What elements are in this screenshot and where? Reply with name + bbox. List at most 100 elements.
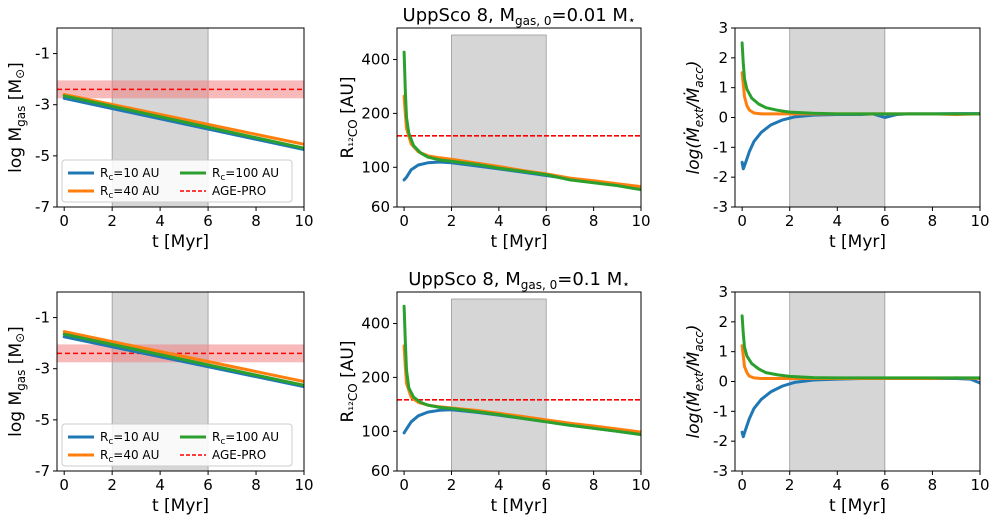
x-tick-label: 6 [880,212,890,230]
x-tick-label: 10 [294,476,313,494]
legend-label: Rc=100 AU [212,166,279,183]
shaded-age-window [789,28,886,207]
y-tick-label: 60 [371,462,390,480]
y-tick-label: -1 [713,138,728,156]
x-tick-label: 0 [399,476,409,494]
panel-bottom-left: 0 2 4 6 8 10 -1 -3 -5 -7 t [Myr] log Mgas [M⊙] Rc=10… [6,291,314,516]
y-tick-label: 1 [718,79,728,97]
x-tick-label: 2 [447,476,457,494]
x-tick-label: 10 [631,476,650,494]
x-tick-label: 6 [541,212,551,230]
y-tick-label: -3 [713,462,728,480]
y-tick-label: -2 [713,432,728,450]
x-tick-label: 4 [494,212,504,230]
y-tick-label: -3 [35,96,50,114]
y-tick-label: 100 [361,422,390,440]
x-tick-label: 0 [59,212,69,230]
x-tick-label: 10 [294,212,313,230]
y-tick-label: -1 [35,309,50,327]
y-axis-label: log(Ṁext/Ṁacc) [683,60,706,174]
x-tick-label: 8 [928,476,938,494]
axes-frame [56,27,305,208]
x-tick-label: 4 [155,212,165,230]
y-tick-label: -7 [35,462,50,480]
x-tick-label: 4 [155,476,165,494]
x-axis-label: t [Myr] [829,496,886,516]
plot-area [740,292,980,471]
legend-box [61,159,293,203]
legend-label: Rc=40 AU [100,448,159,465]
y-axis-label: log(Ṁext/Ṁacc) [683,324,706,438]
y-tick-label: -5 [35,411,50,429]
x-axis-label: t [Myr] [490,496,547,516]
y-tick-label: 100 [361,158,390,176]
y-tick-label: 400 [361,51,390,69]
axes-frame [396,291,642,472]
y-tick-label: -1 [713,402,728,420]
y-tick-label: 3 [718,19,728,37]
series-line-rc100 [402,50,641,192]
shaded-age-window [451,298,547,471]
x-tick-label: 8 [928,212,938,230]
x-tick-label: 8 [589,476,599,494]
axes-frame [56,291,305,472]
y-tick-label: 200 [361,104,390,122]
y-axis-label: log Mgas [M⊙] [6,326,28,437]
panel-top-right: 0 2 4 6 8 10 -3 -2 -1 0 1 2 3 t [Myr] log(Ṁext/Ṁacc) [683,19,990,252]
series-line-rc100 [402,304,641,436]
x-tick-label: 4 [833,212,843,230]
series-line-rc100 [740,41,980,116]
panel-top-left: 0 2 4 6 8 10 -1 -3 -5 -7 t [Myr] log Mgas [M⊙] Rc=10… [6,27,314,252]
panel-top-middle: 0 2 4 6 8 10 60 100 200 400 t [Myr] R¹²CO [AU] UppSc… [338,5,651,252]
y-axis-label: log Mgas [M⊙] [6,62,28,173]
y-tick-label: 3 [718,283,728,301]
y-tick-label: 2 [718,313,728,331]
x-tick-label: 2 [107,476,117,494]
x-tick-label: 10 [631,212,650,230]
y-tick-label: 60 [371,198,390,216]
legend-label: Rc=10 AU [100,430,159,447]
legend-label: AGE-PRO [212,448,266,462]
legend-label: AGE-PRO [212,184,266,198]
x-tick-label: 0 [737,212,747,230]
x-tick-label: 8 [251,212,261,230]
y-tick-label: -1 [35,45,50,63]
x-tick-label: 6 [203,212,213,230]
panel-title: UppSco 8, Mgas, 0=0.01 M⋆ [403,5,636,28]
x-tick-label: 6 [203,476,213,494]
y-tick-label: 0 [718,373,728,391]
y-tick-label: -5 [35,147,50,165]
x-tick-label: 10 [970,212,989,230]
y-tick-label: -3 [35,360,50,378]
x-tick-label: 10 [970,476,989,494]
y-tick-label: 1 [718,343,728,361]
y-tick-label: 200 [361,368,390,386]
plot-area [397,34,641,207]
y-tick-label: -3 [713,198,728,216]
y-tick-label: 400 [361,315,390,333]
panel-bottom-middle: 0 2 4 6 8 10 60 100 200 400 t [Myr] R¹²CO [AU] UppSc… [338,269,651,516]
x-tick-label: 8 [251,476,261,494]
x-tick-label: 0 [59,476,69,494]
x-axis-label: t [Myr] [152,496,209,516]
y-axis-label: R¹²CO [AU] [338,340,360,422]
x-tick-label: 2 [447,212,457,230]
legend-label: Rc=40 AU [100,184,159,201]
x-tick-label: 0 [737,476,747,494]
x-axis-label: t [Myr] [152,232,209,252]
x-tick-label: 2 [785,476,795,494]
x-tick-label: 6 [541,476,551,494]
x-tick-label: 6 [880,476,890,494]
series-line-rc100 [62,332,304,387]
series-line-rc100 [740,314,980,380]
y-tick-label: -7 [35,198,50,216]
x-tick-label: 8 [589,212,599,230]
y-axis-label: R¹²CO [AU] [338,76,360,158]
panel-bottom-right: 0 2 4 6 8 10 -3 -2 -1 0 1 2 3 t [Myr] log(Ṁext/Ṁacc) [683,283,990,516]
y-tick-label: 2 [718,49,728,67]
legend-box [61,423,293,467]
x-axis-label: t [Myr] [490,232,547,252]
